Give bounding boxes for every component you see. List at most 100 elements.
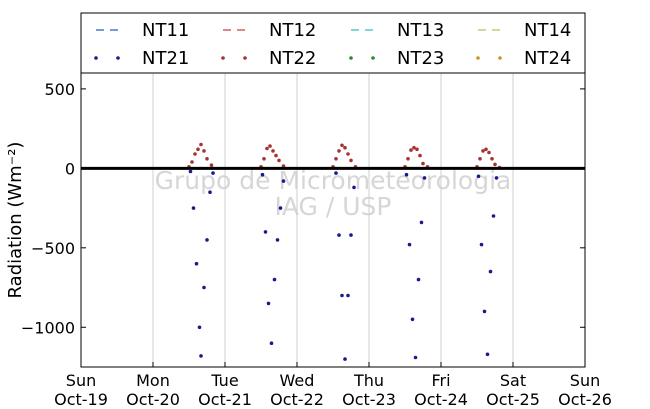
data-point-nt21 <box>202 285 206 290</box>
data-point-nt22 <box>277 158 281 163</box>
data-point-nt22 <box>205 157 209 161</box>
y-tick-label: −500 <box>31 239 75 258</box>
data-point-nt22 <box>421 161 425 166</box>
data-point-nt21 <box>269 341 274 346</box>
data-point-nt22 <box>484 147 488 152</box>
legend-label-nt21: NT21 <box>142 48 189 69</box>
data-point-nt21 <box>352 185 356 190</box>
y-tick-label: −1000 <box>21 318 75 337</box>
data-point-nt21 <box>346 293 350 298</box>
data-point-nt22 <box>190 160 194 164</box>
legend-label-nt24: NT24 <box>524 48 571 69</box>
data-point-nt22 <box>337 149 341 153</box>
data-point-nt22 <box>262 157 266 161</box>
data-point-nt22 <box>415 147 419 152</box>
data-point-nt21 <box>485 352 490 357</box>
data-point-nt22 <box>487 150 491 155</box>
x-tick-label-day: Fri <box>431 371 450 390</box>
data-point-nt21 <box>416 277 421 282</box>
data-point-nt21 <box>413 355 418 360</box>
data-point-nt22 <box>196 147 200 152</box>
data-point-nt21 <box>188 169 193 174</box>
legend-swatch-nt24 <box>498 56 502 60</box>
data-point-nt21 <box>260 172 265 177</box>
x-tick-label-day: Sun <box>570 371 600 390</box>
data-point-nt21 <box>479 242 484 247</box>
legend-label-nt11: NT11 <box>142 20 189 41</box>
y-axis-label: Radiation (Wm⁻²) <box>5 142 26 299</box>
data-point-nt21 <box>208 190 212 194</box>
legend-swatch-nt24 <box>476 56 480 60</box>
legend-label-nt13: NT13 <box>397 20 444 41</box>
data-point-nt21 <box>494 176 499 180</box>
data-point-nt22 <box>406 157 410 161</box>
data-point-nt22 <box>340 143 344 148</box>
x-tick-label-date: Oct-24 <box>414 390 468 409</box>
data-point-nt21 <box>482 309 487 314</box>
legend-swatch-nt22 <box>243 56 247 60</box>
y-axis-ticks: 500 0 −500 −1000 <box>21 80 585 337</box>
data-point-nt22 <box>265 146 269 151</box>
data-point-nt22 <box>271 149 275 153</box>
gridlines <box>152 73 514 367</box>
data-point-nt21 <box>407 242 412 247</box>
x-tick-label-day: Sat <box>500 371 526 390</box>
legend-swatch-nt21 <box>94 56 98 60</box>
watermark-line-2: IAG / USP <box>275 192 392 221</box>
y-tick-label: 500 <box>44 80 75 99</box>
x-tick-label-date: Oct-19 <box>54 390 108 409</box>
data-point-nt21 <box>205 238 209 242</box>
legend-box <box>80 12 586 74</box>
watermark-line-1: Grupo de Micrometeorologia <box>155 166 512 195</box>
data-point-nt21 <box>422 176 427 180</box>
data-point-nt21 <box>194 261 199 266</box>
x-tick-label-date: Oct-26 <box>558 390 612 409</box>
data-point-nt22 <box>493 162 497 167</box>
data-point-nt21 <box>197 325 202 330</box>
x-tick-label-day: Tue <box>210 371 238 390</box>
data-point-nt22 <box>409 148 413 152</box>
data-point-nt21 <box>191 206 196 210</box>
data-point-nt22 <box>490 157 494 161</box>
data-point-nt22 <box>481 149 485 153</box>
legend-label-nt14: NT14 <box>524 20 571 41</box>
x-tick-label-day: Mon <box>136 371 170 390</box>
y-tick-label: 0 <box>65 159 75 178</box>
data-point-nt22 <box>202 149 206 153</box>
x-tick-label-day: Thu <box>353 371 384 390</box>
x-tick-label-date: Oct-21 <box>198 390 252 409</box>
data-point-nt21 <box>272 277 277 282</box>
data-point-nt21 <box>410 317 415 322</box>
data-point-nt22 <box>346 152 350 156</box>
legend-swatch-nt22 <box>221 56 225 60</box>
data-point-nt21 <box>340 293 344 298</box>
legend-swatch-nt23 <box>349 56 353 60</box>
data-point-nt21 <box>263 230 268 234</box>
data-point-nt21 <box>491 214 496 218</box>
data-point-nt22 <box>274 153 278 158</box>
watermark: Grupo de Micrometeorologia IAG / USP <box>155 166 512 221</box>
data-point-nt22 <box>349 158 353 163</box>
legend: NT11 NT12 NT13 NT14 NT21 NT22 NT23 NT24 <box>80 12 586 74</box>
legend-swatch-nt21 <box>116 56 120 60</box>
data-point-nt22 <box>193 152 197 156</box>
data-point-nt21 <box>404 172 409 177</box>
legend-swatch-nt23 <box>371 56 375 60</box>
legend-label-nt23: NT23 <box>397 48 444 69</box>
data-point-nt22 <box>209 163 214 167</box>
data-point-nt22 <box>478 157 482 161</box>
legend-label-nt12: NT12 <box>269 20 316 41</box>
x-tick-label-day: Sun <box>66 371 96 390</box>
data-point-nt21 <box>349 233 353 237</box>
x-tick-label-day: Wed <box>280 371 315 390</box>
x-tick-label-date: Oct-20 <box>126 390 180 409</box>
data-point-nt21 <box>199 354 203 358</box>
x-tick-label-date: Oct-23 <box>342 390 396 409</box>
data-point-nt21 <box>281 179 286 183</box>
data-point-nt22 <box>412 145 416 150</box>
data-point-nt21 <box>334 171 338 175</box>
legend-label-nt22: NT22 <box>269 48 316 69</box>
x-tick-label-date: Oct-22 <box>270 390 324 409</box>
data-point-nt22 <box>334 157 338 161</box>
